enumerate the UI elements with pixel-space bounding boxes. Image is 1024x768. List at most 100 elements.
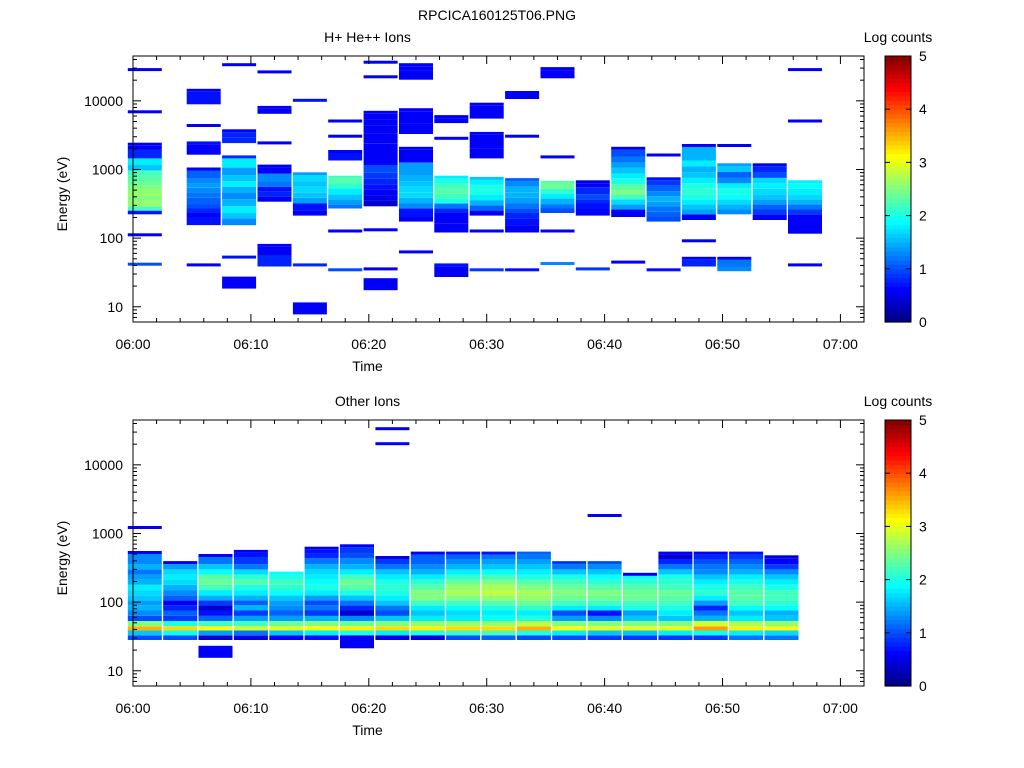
- heatmap-cell: [304, 630, 339, 636]
- heatmap-cell: [198, 569, 233, 575]
- heatmap-cell: [540, 208, 575, 213]
- heatmap-cell: [233, 579, 268, 585]
- heatmap-cell: [410, 564, 445, 570]
- heatmap-cell: [505, 186, 540, 193]
- heatmap-cell: [410, 595, 445, 601]
- heatmap-cell: [764, 620, 799, 627]
- colorbar-segment: [885, 477, 911, 483]
- heatmap-cell: [681, 194, 716, 200]
- colorbar-segment: [885, 64, 911, 70]
- heatmap-cell: [304, 579, 339, 585]
- heatmap-cell: [363, 200, 398, 207]
- heatmap-cell: [434, 266, 469, 277]
- heatmap-cell: [717, 204, 752, 210]
- heatmap-cell: [552, 610, 587, 616]
- heatmap-cell: [375, 626, 410, 631]
- heatmap-cell: [481, 559, 516, 565]
- colorbar-tick-label: 3: [919, 154, 927, 170]
- heatmap-cell: [304, 590, 339, 596]
- heatmap-cell: [222, 193, 257, 200]
- heatmap-cell: [186, 124, 221, 127]
- heatmap-cell: [399, 175, 433, 182]
- heatmap-cell: [127, 590, 162, 596]
- heatmap-cell: [127, 206, 162, 211]
- colorbar-segment: [885, 189, 911, 195]
- colorbar-segment: [885, 539, 911, 545]
- heatmap-cell: [434, 188, 469, 194]
- heatmap-cell: [752, 194, 787, 200]
- heatmap-cell: [304, 620, 339, 627]
- heatmap-cell: [646, 211, 681, 217]
- heatmap-cell: [222, 276, 257, 289]
- heatmap-cell: [552, 595, 587, 601]
- heatmap-cell: [729, 600, 764, 606]
- heatmap-cell: [257, 246, 292, 256]
- colorbar-segment: [885, 437, 911, 443]
- heatmap-cell: [257, 186, 292, 192]
- heatmap-cell: [516, 584, 551, 591]
- colorbar-segment: [885, 513, 911, 519]
- heatmap-cell: [222, 255, 257, 259]
- heatmap-cell: [222, 181, 257, 187]
- y-tick-label: 10000: [84, 93, 123, 109]
- heatmap-cell: [658, 605, 693, 611]
- heatmap-cell: [481, 635, 516, 640]
- heatmap-cell: [127, 551, 162, 554]
- heatmap-cell: [540, 229, 575, 233]
- heatmap-cell: [552, 616, 587, 621]
- heatmap-cell: [623, 605, 657, 611]
- heatmap-cell: [611, 204, 646, 210]
- heatmap-cell: [658, 626, 693, 631]
- heatmap-cell: [611, 178, 646, 185]
- heatmap-cell: [257, 243, 292, 247]
- heatmap-cell: [340, 600, 374, 606]
- heatmap-cell: [363, 153, 398, 166]
- heatmap-cell: [340, 610, 374, 616]
- colorbar-segment: [885, 646, 911, 652]
- heatmap-cell: [552, 630, 587, 636]
- heatmap-cell: [127, 610, 162, 616]
- heatmap-cell: [363, 125, 398, 134]
- colorbar-segment: [885, 220, 911, 226]
- heatmap-cell: [363, 178, 398, 185]
- heatmap-cell: [729, 554, 764, 559]
- colorbar-segment: [885, 455, 911, 461]
- heatmap-cell: [658, 554, 693, 559]
- colorbar: 0 1 2 3 4 5 Log counts: [864, 393, 933, 694]
- heatmap-cell: [623, 584, 657, 591]
- heatmap-cell: [257, 70, 292, 74]
- heatmap-cell: [163, 590, 198, 596]
- heatmap-cell: [788, 183, 822, 189]
- heatmap-cell: [127, 635, 162, 640]
- heatmap-cell: [328, 178, 363, 184]
- heatmap-cell: [623, 635, 657, 640]
- heatmap-cell: [646, 185, 681, 192]
- heatmap-cell: [163, 630, 198, 636]
- heatmap-cell: [233, 584, 268, 591]
- heatmap-cell: [410, 630, 445, 636]
- heatmap-cell: [788, 188, 822, 195]
- heatmap-cell: [681, 172, 716, 178]
- heatmap-cell: [481, 551, 516, 555]
- heatmap-cell: [127, 195, 162, 201]
- colorbar-segment: [885, 242, 911, 248]
- heatmap-cell: [481, 600, 516, 606]
- heatmap-cell: [729, 635, 764, 640]
- heatmap-cell: [186, 204, 221, 209]
- heatmap-cell: [587, 584, 622, 591]
- heatmap-cell: [587, 569, 622, 575]
- heatmap-cell: [481, 605, 516, 611]
- colorbar-segment: [885, 579, 911, 585]
- colorbar-segment: [885, 228, 911, 234]
- heatmap-cell: [587, 616, 622, 621]
- heatmap-cell: [233, 564, 268, 570]
- heatmap-cell: [505, 178, 540, 182]
- heatmap-cell: [658, 590, 693, 596]
- heatmap-cell: [375, 442, 410, 446]
- colorbar-tick-label: 5: [919, 412, 927, 428]
- x-axis-label: Time: [352, 358, 383, 374]
- colorbar-tick-label: 2: [919, 208, 927, 224]
- heatmap-cell: [505, 213, 540, 219]
- heatmap-cell: [363, 119, 398, 126]
